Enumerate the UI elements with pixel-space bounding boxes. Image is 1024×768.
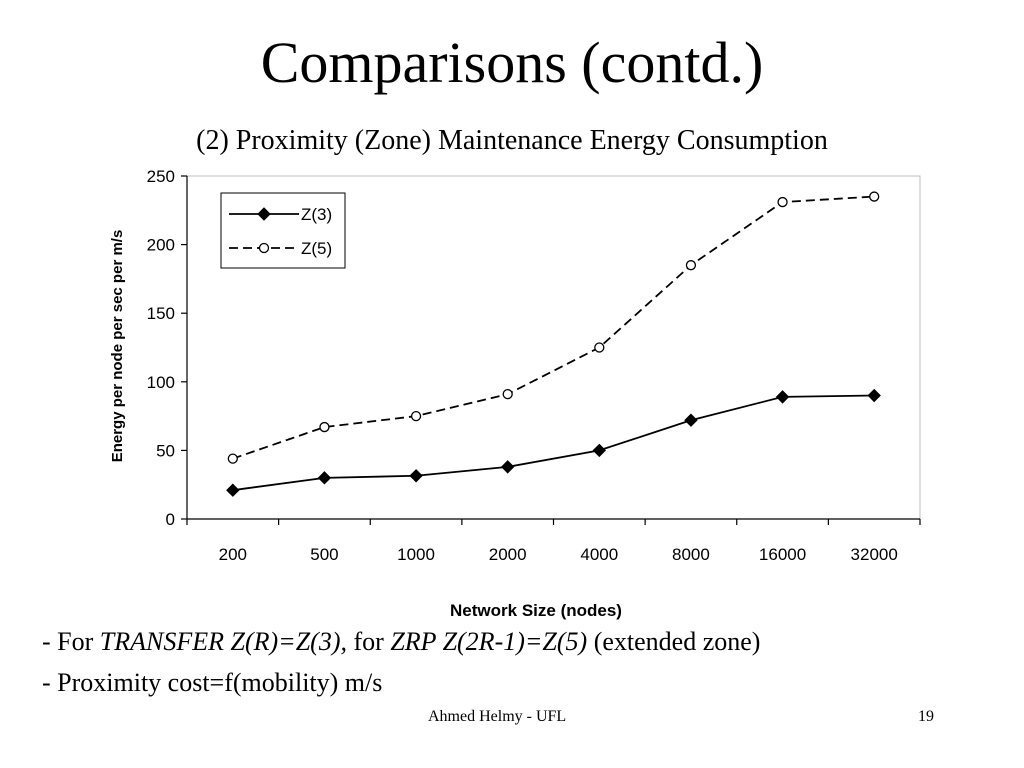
bullet-1-suffix: (extended zone) <box>587 627 761 656</box>
footer-author: Ahmed Helmy - UFL <box>428 708 567 725</box>
x-tick-label: 32000 <box>851 545 898 564</box>
series-line-z5 <box>232 195 875 460</box>
y-tick-label: 200 <box>147 236 175 255</box>
data-point-z5 <box>869 191 880 202</box>
series-line-z3 <box>232 394 875 492</box>
bullet-1-mid: for <box>346 627 391 656</box>
y-tick-label: 50 <box>156 441 175 460</box>
bullet-proximity-cost: - Proximity cost=f(mobility) m/s <box>42 668 383 697</box>
y-tick-label: 250 <box>147 167 175 186</box>
x-axis-label: Network Size (nodes) <box>450 601 622 620</box>
chart-title: (2) Proximity (Zone) Maintenance Energy … <box>196 125 828 156</box>
data-point-z5 <box>685 260 697 271</box>
x-tick-label: 500 <box>310 545 338 564</box>
x-tick-label: 8000 <box>672 545 710 564</box>
data-point-z5 <box>777 196 788 208</box>
data-point-z3 <box>500 460 515 474</box>
x-tick-label: 200 <box>219 545 247 564</box>
x-tick-label: 2000 <box>489 545 527 564</box>
x-tick-label: 16000 <box>759 545 806 564</box>
data-point-z3 <box>592 443 607 458</box>
data-point-z3 <box>317 471 332 485</box>
data-point-z5 <box>502 388 513 400</box>
bullet-1-zrp: ZRP Z(2R-1)=Z(5) <box>390 627 588 656</box>
x-tick-label: 1000 <box>397 545 435 564</box>
slide-title: Comparisons (contd.) <box>260 30 764 95</box>
data-point-z3 <box>226 483 240 497</box>
data-point-z5 <box>319 421 330 433</box>
y-axis-label: Energy per node per sec per m/s <box>109 230 126 463</box>
y-tick-label: 150 <box>147 304 175 323</box>
legend-label: Z(5) <box>301 239 332 258</box>
data-point-z3 <box>867 388 881 403</box>
legend-marker <box>258 242 270 254</box>
bullet-transfer-zrp: - For TRANSFER Z(R)=Z(3), for ZRP Z(2R-1… <box>42 626 760 658</box>
y-tick-label: 0 <box>166 510 175 529</box>
data-point-z5 <box>227 453 238 464</box>
legend-box <box>220 192 346 269</box>
data-point-z3 <box>775 390 790 404</box>
data-point-z3 <box>409 469 423 483</box>
legend-label: Z(3) <box>301 205 332 224</box>
data-point-z5 <box>594 342 605 353</box>
bullet-1-prefix: - For <box>42 627 100 656</box>
x-tick-label: 4000 <box>580 545 618 564</box>
y-tick-label: 100 <box>147 373 175 392</box>
legend-marker <box>257 207 271 221</box>
data-point-z5 <box>410 410 422 422</box>
page-number: 19 <box>918 708 934 725</box>
bullet-1-transfer: TRANSFER Z(R)=Z(3), <box>99 627 347 656</box>
data-point-z3 <box>684 413 698 427</box>
